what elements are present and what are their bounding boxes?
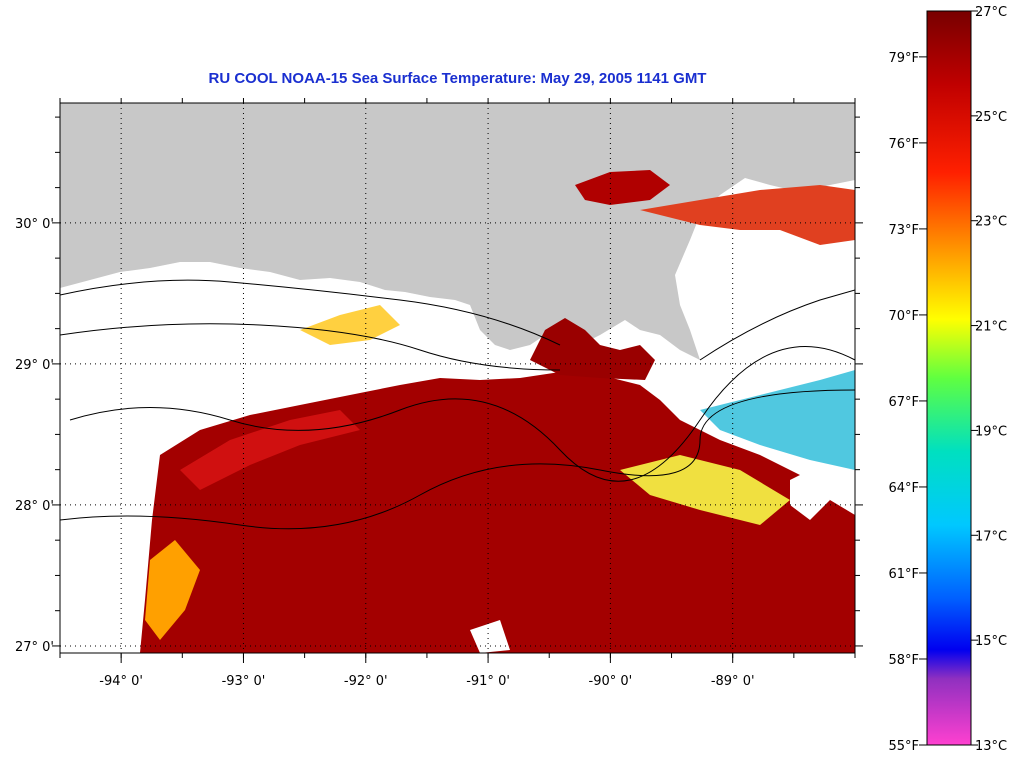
graticule [60,103,855,653]
lon-tick-label: -90° 0' [589,674,633,689]
isobath-contours [60,279,855,530]
colorbar-f-label: 58°F [888,653,919,668]
lon-tick-label: -92° 0' [344,674,388,689]
colorbar-c-label: 27°C [975,5,1007,20]
colorbar-f-label: 67°F [888,395,919,410]
colorbar-f-label: 73°F [888,223,919,238]
colorbar [926,10,972,746]
colorbar-c-label: 23°C [975,215,1007,230]
lat-tick-label: 28° 0' [15,499,54,514]
colorbar-c-label: 17°C [975,529,1007,544]
colorbar-f-label: 76°F [888,137,919,152]
colorbar-c-label: 21°C [975,320,1007,335]
lat-tick-label: 29° 0' [15,358,54,373]
lat-tick-label: 27° 0' [15,640,54,655]
colorbar-celsius-labels: 27°C 25°C 23°C 21°C 19°C 17°C 15°C 13°C [971,5,1007,754]
latitude-axis: 30° 0' 29° 0' 28° 0' 27° 0' [15,116,863,655]
colorbar-fahrenheit-labels: 79°F 76°F 73°F 70°F 67°F 64°F 61°F 58°F 55°F [888,51,927,754]
sst-delta-plume [530,318,655,380]
sst-nearshore-east [700,370,855,470]
colorbar-f-label: 61°F [888,567,919,582]
lon-tick-label: -91° 0' [466,674,510,689]
sst-warm-region [140,372,855,653]
sst-cloud-south [470,620,510,653]
colorbar-f-label: 79°F [888,51,919,66]
colorbar-c-label: 25°C [975,110,1007,125]
sst-nearshore-west [300,305,400,345]
sst-cool-patch-east [620,455,790,525]
colorbar-f-label: 55°F [888,739,919,754]
lon-tick-label: -94° 0' [99,674,143,689]
sst-barataria [640,185,855,245]
map-title: RU COOL NOAA-15 Sea Surface Temperature:… [208,70,707,87]
lat-tick-label: 30° 0' [15,217,54,232]
colorbar-c-label: 19°C [975,424,1007,439]
sst-lake-pontchartrain [575,170,670,205]
map-frame [59,102,856,654]
colorbar-f-label: 70°F [888,309,919,324]
longitude-axis: -94° 0' -93° 0' -92° 0' -91° 0' -90° 0' -89° … [59,98,856,689]
colorbar-f-label: 64°F [888,481,919,496]
lon-tick-label: -89° 0' [711,674,755,689]
lon-tick-label: -93° 0' [222,674,266,689]
land-louisiana [60,103,855,360]
colorbar-c-label: 13°C [975,739,1007,754]
colorbar-c-label: 15°C [975,634,1007,649]
sst-cool-patch-west [145,540,200,640]
sst-offshore-clear [790,470,830,520]
